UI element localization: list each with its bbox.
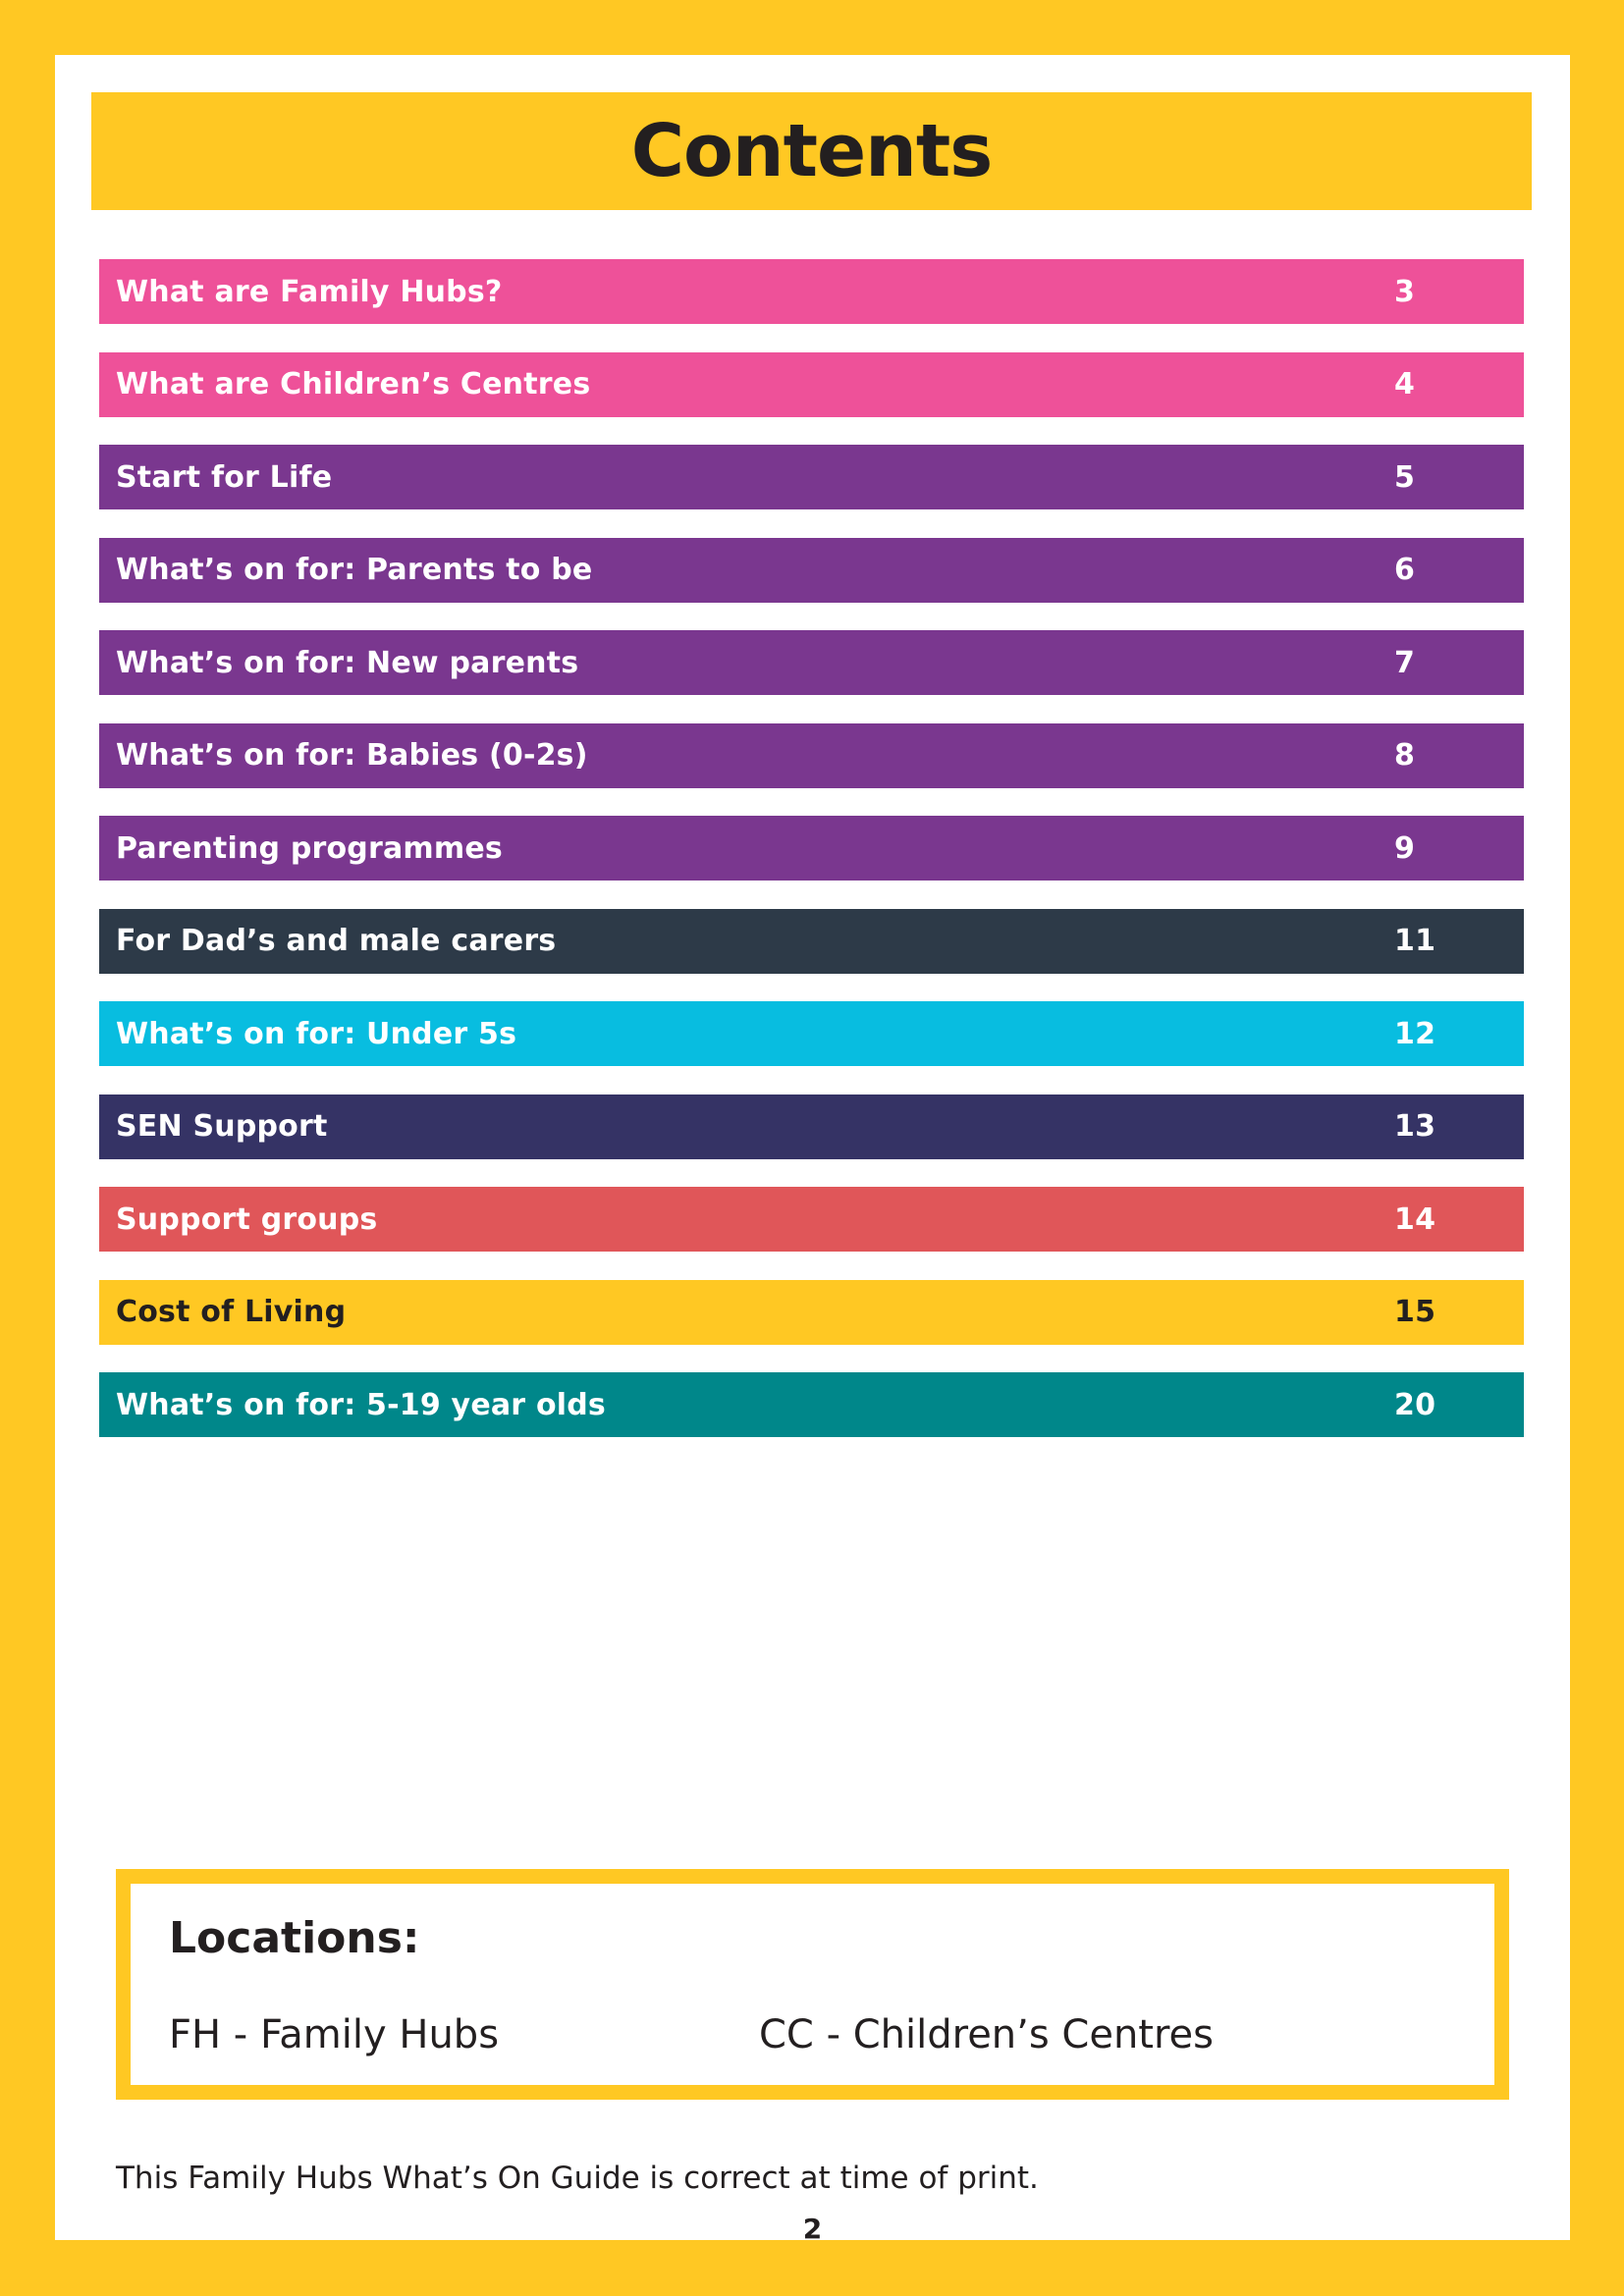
toc-entry-page-number: 12 (1394, 1016, 1436, 1051)
toc-entry-page-number: 6 (1394, 553, 1416, 587)
toc-entry-label: For Dad’s and male carers (116, 924, 557, 958)
toc-entry[interactable]: What’s on for: New parents 7 (99, 630, 1524, 695)
table-of-contents: What are Family Hubs? 3 What are Children’… (99, 259, 1524, 1466)
toc-entry-label: What’s on for: Under 5s (116, 1016, 517, 1051)
toc-entry-page-number: 11 (1394, 924, 1436, 958)
locations-box: Locations: FH - Family Hubs CC - Childre… (116, 1869, 1509, 2100)
toc-entry[interactable]: What’s on for: 5-19 year olds 20 (99, 1372, 1524, 1437)
toc-entry-page-number: 14 (1394, 1201, 1436, 1237)
title-bar: Contents (91, 92, 1532, 210)
toc-entry[interactable]: What’s on for: Babies (0-2s) 8 (99, 722, 1524, 788)
page: Contents What are Family Hubs? 3 What are … (55, 55, 1570, 2245)
toc-entry[interactable]: What are Children’s Centres 4 (99, 351, 1524, 417)
page-title: Contents (630, 109, 993, 193)
footnote: This Family Hubs What’s On Guide is corr… (116, 2161, 1039, 2196)
toc-entry-label: What’s on for: 5-19 year olds (116, 1387, 606, 1422)
toc-entry-label: What’s on for: Parents to be (116, 553, 593, 587)
toc-entry-label: What are Children’s Centres (116, 367, 591, 401)
toc-entry-label: SEN Support (116, 1109, 328, 1144)
toc-entry-label: Start for Life (116, 459, 333, 495)
toc-entry-page-number: 4 (1394, 367, 1416, 401)
toc-entry[interactable]: Start for Life 5 (99, 445, 1524, 509)
page-number: 2 (802, 2213, 823, 2245)
toc-entry-page-number: 5 (1394, 459, 1416, 495)
toc-entry-page-number: 3 (1394, 274, 1416, 309)
toc-entry-page-number: 13 (1394, 1109, 1436, 1144)
toc-entry-page-number: 9 (1394, 830, 1416, 866)
toc-entry[interactable]: SEN Support 13 (99, 1094, 1524, 1159)
locations-heading: Locations: (169, 1913, 420, 1963)
toc-entry-label: What’s on for: New parents (116, 645, 579, 680)
toc-entry-label: Support groups (116, 1201, 378, 1237)
toc-entry-page-number: 15 (1394, 1295, 1436, 1329)
toc-entry-page-number: 7 (1394, 645, 1416, 680)
toc-entry-label: What’s on for: Babies (0-2s) (116, 738, 588, 773)
toc-entry[interactable]: Cost of Living 15 (99, 1279, 1524, 1345)
toc-entry[interactable]: What are Family Hubs? 3 (99, 259, 1524, 324)
toc-entry[interactable]: Support groups 14 (99, 1187, 1524, 1252)
toc-entry[interactable]: What’s on for: Parents to be 6 (99, 537, 1524, 603)
toc-entry-page-number: 20 (1394, 1387, 1436, 1422)
location-childrens-centres: CC - Children’s Centres (759, 2012, 1215, 2057)
toc-entry[interactable]: For Dad’s and male carers 11 (99, 908, 1524, 974)
toc-entry-label: What are Family Hubs? (116, 274, 503, 309)
toc-entry-label: Parenting programmes (116, 830, 503, 866)
location-family-hubs: FH - Family Hubs (169, 2012, 500, 2057)
toc-entry-label: Cost of Living (116, 1295, 347, 1329)
toc-entry[interactable]: What’s on for: Under 5s 12 (99, 1001, 1524, 1066)
toc-entry[interactable]: Parenting programmes 9 (99, 816, 1524, 881)
toc-entry-page-number: 8 (1394, 738, 1416, 773)
